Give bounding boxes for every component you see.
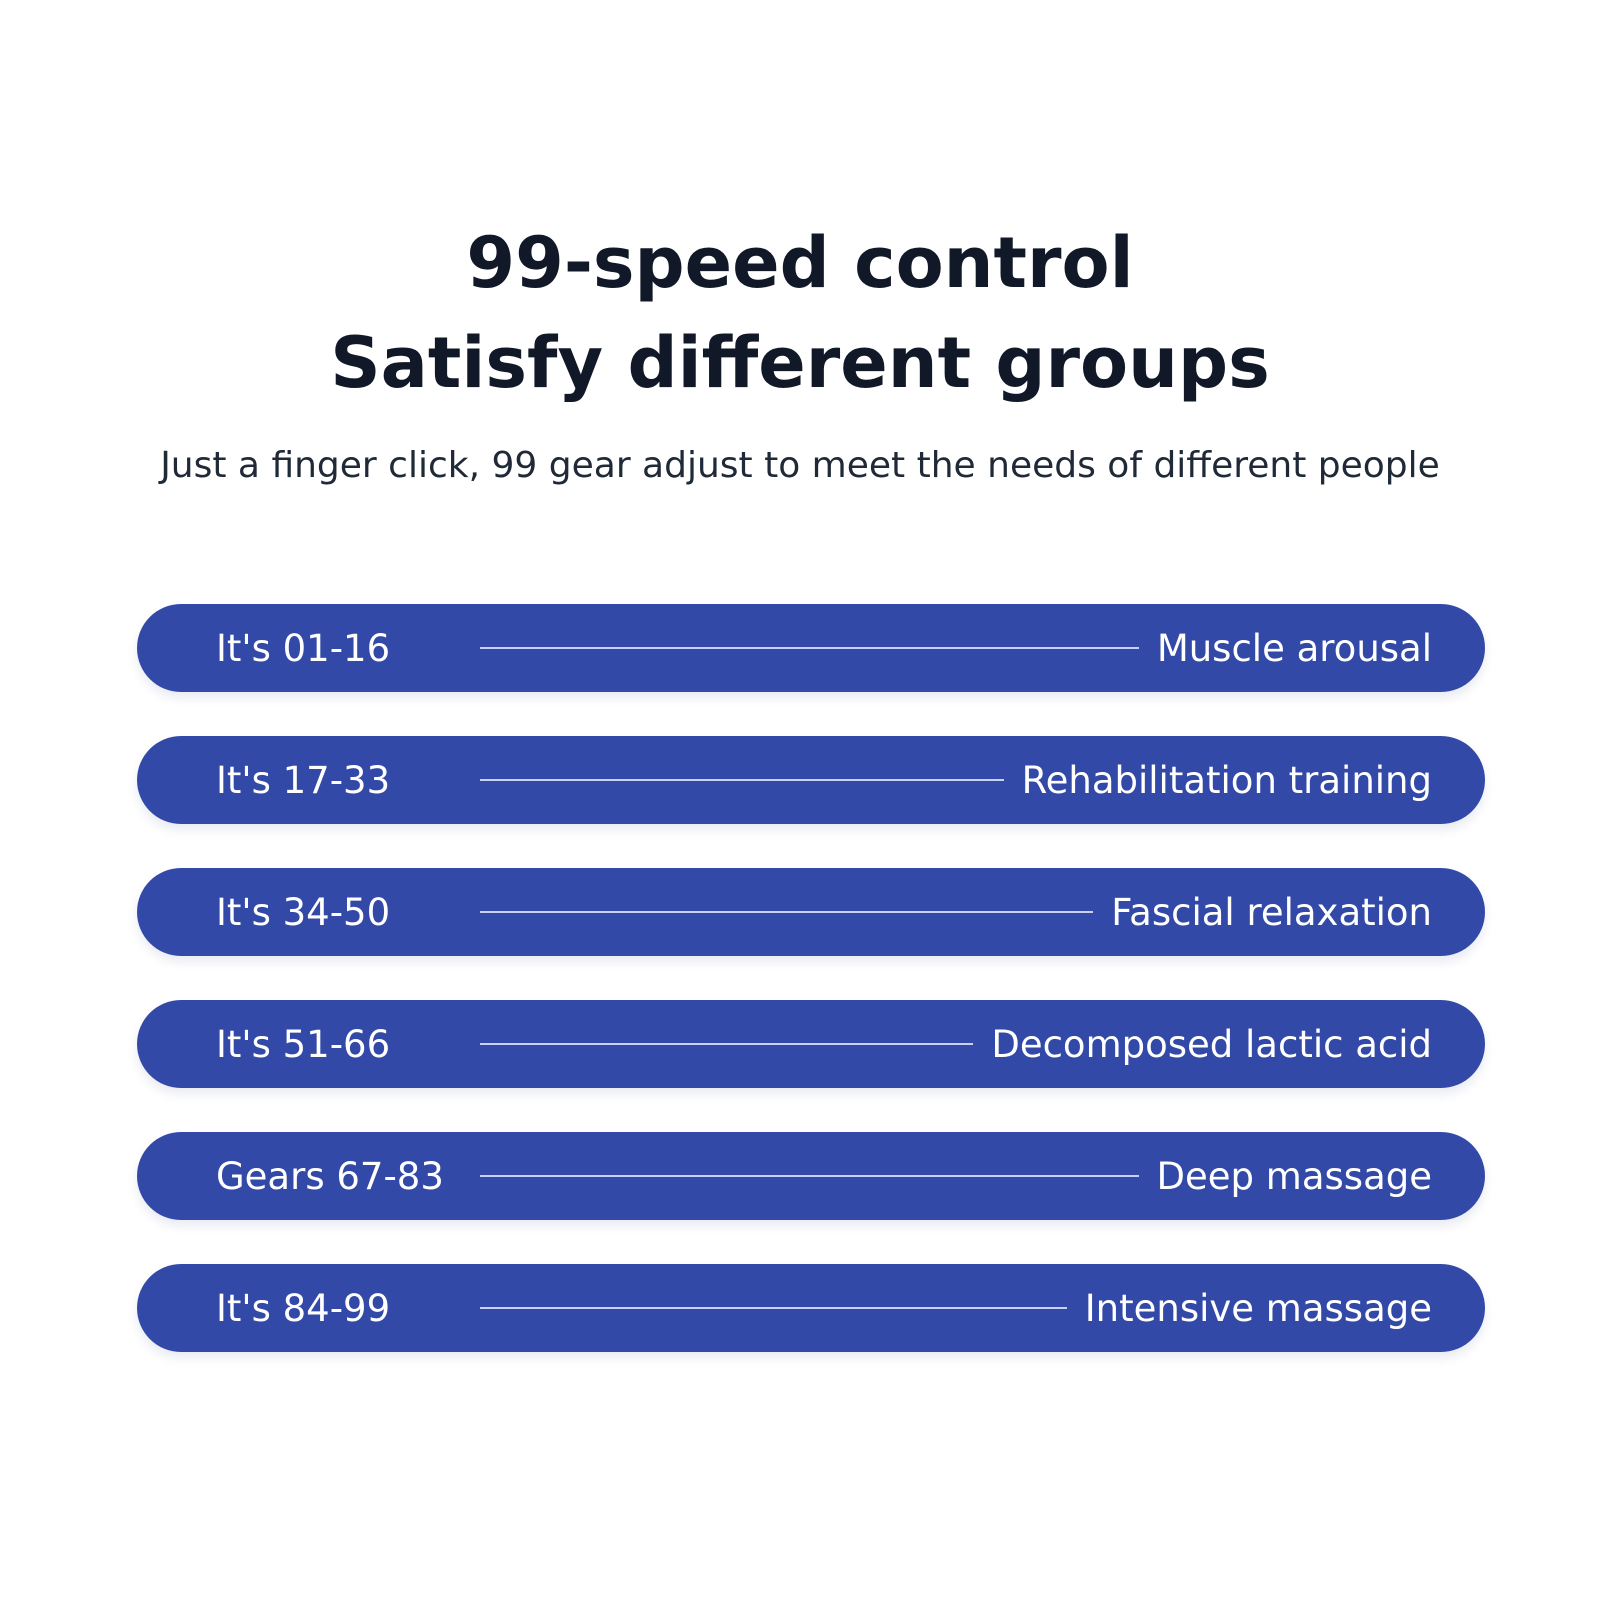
gear-effect-label: Decomposed lactic acid — [991, 1022, 1432, 1066]
gear-row: It's 34-50 Fascial relaxation — [137, 868, 1485, 956]
gear-range-label: It's 34-50 — [216, 890, 391, 934]
gear-row: It's 51-66 Decomposed lactic acid — [137, 1000, 1485, 1088]
gear-row: It's 17-33 Rehabilitation training — [137, 736, 1485, 824]
connector-line — [480, 1043, 974, 1045]
gear-range-label: It's 84-99 — [216, 1286, 391, 1330]
gear-row: It's 01-16 Muscle arousal — [137, 604, 1485, 692]
gear-range-list: It's 01-16 Muscle arousal It's 17-33 Reh… — [137, 604, 1485, 1396]
gear-range-label: Gears 67-83 — [216, 1154, 444, 1198]
connector-line — [480, 647, 1139, 649]
gear-range-label: It's 51-66 — [216, 1022, 391, 1066]
gear-effect-label: Deep massage — [1156, 1154, 1432, 1198]
gear-effect-label: Rehabilitation training — [1021, 758, 1432, 802]
gear-range-label: It's 17-33 — [216, 758, 391, 802]
gear-effect-label: Fascial relaxation — [1111, 890, 1432, 934]
page-title: 99-speed control — [466, 222, 1134, 304]
gear-row: It's 84-99 Intensive massage — [137, 1264, 1485, 1352]
gear-range-label: It's 01-16 — [216, 626, 391, 670]
connector-line — [480, 911, 1094, 913]
gear-effect-label: Intensive massage — [1084, 1286, 1432, 1330]
connector-line — [480, 1307, 1067, 1309]
gear-row: Gears 67-83 Deep massage — [137, 1132, 1485, 1220]
connector-line — [480, 779, 1004, 781]
connector-line — [480, 1175, 1139, 1177]
gear-effect-label: Muscle arousal — [1156, 626, 1432, 670]
page-subtitle: Just a finger click, 99 gear adjust to m… — [160, 445, 1440, 486]
page-title-secondary: Satisfy different groups — [330, 322, 1270, 404]
